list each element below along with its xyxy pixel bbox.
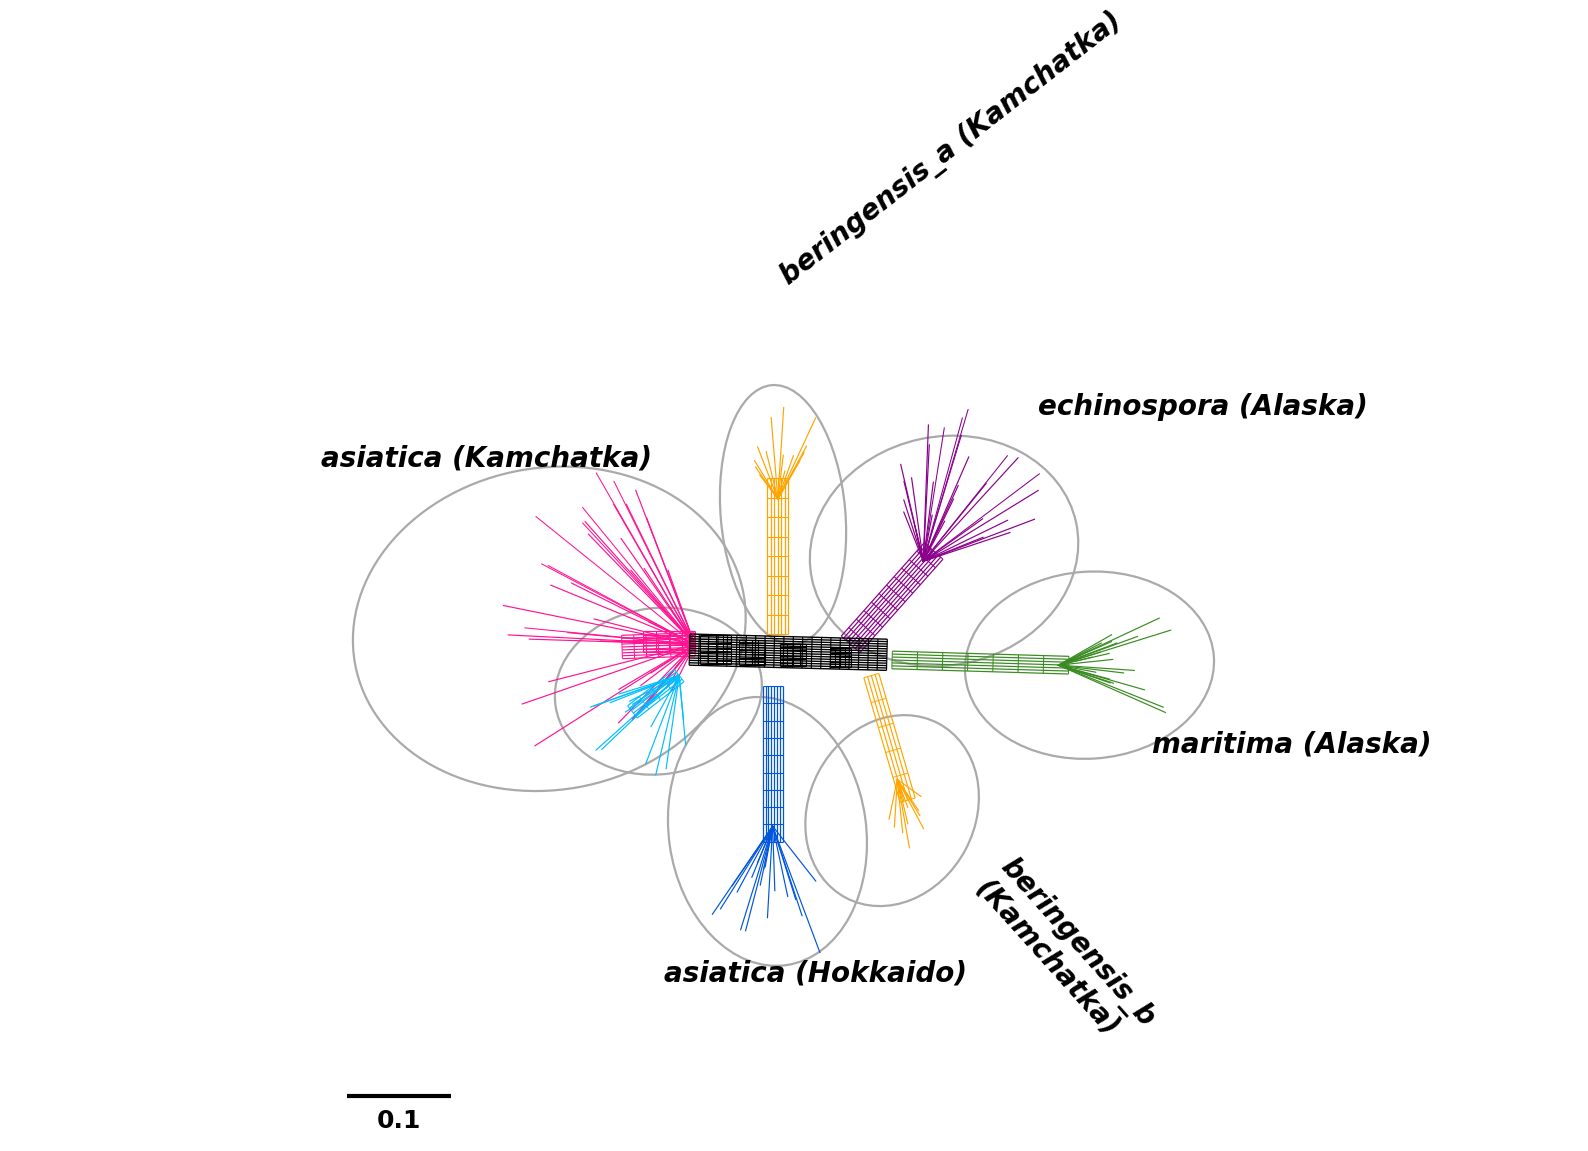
Text: beringensis_a (Kamchatka): beringensis_a (Kamchatka) — [775, 7, 1127, 291]
Text: echinospora (Alaska): echinospora (Alaska) — [1037, 392, 1367, 421]
Text: maritima (Alaska): maritima (Alaska) — [1151, 731, 1431, 759]
Text: asiatica (Kamchatka): asiatica (Kamchatka) — [321, 445, 651, 473]
Text: beringensis_b
(Kamchatka): beringensis_b (Kamchatka) — [970, 853, 1161, 1054]
Text: asiatica (Hokkaido): asiatica (Hokkaido) — [664, 959, 967, 988]
Text: 0.1: 0.1 — [376, 1110, 421, 1134]
